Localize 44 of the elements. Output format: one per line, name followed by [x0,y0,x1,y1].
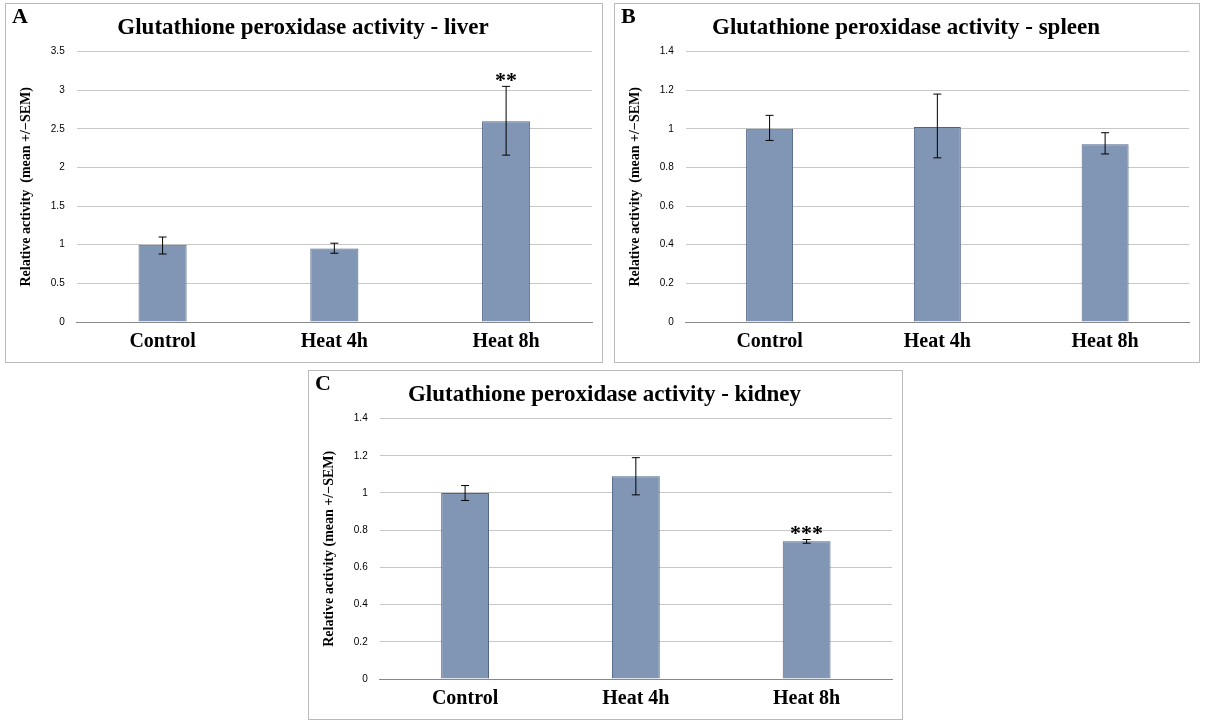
annotation: *** [790,520,824,546]
y-tick-label: 0 [362,672,369,684]
y-tick-label: 0.6 [353,561,369,573]
y-tick-label: 0.4 [659,238,675,250]
annotation: ** [495,67,518,93]
x-tick-label: Heat 8h [1071,329,1139,352]
chart-title: Glutathione peroxidase activity - spleen [711,13,1101,39]
y-tick-label: 1.2 [659,83,675,95]
x-tick-label: Heat 8h [472,329,540,352]
y-tick-label: 0.8 [353,523,369,535]
x-tick-label: Heat 4h [300,329,368,352]
x-tick-label: Heat 8h [773,686,841,709]
y-tick-label: 2 [59,161,66,173]
chart-title: Glutathione peroxidase activity - kidney [407,380,802,406]
y-tick-label: 0.6 [659,199,675,211]
y-tick-label: 1 [362,486,369,498]
y-tick-label: 0 [59,315,66,327]
x-tick-label: Control [736,329,804,352]
y-tick-label: 3.5 [50,45,66,57]
y-tick-label: 1 [668,122,675,134]
text: C [315,369,331,395]
y-axis-title: Relative activity (mean +/−SEM) [627,86,644,287]
y-tick-label: 0.2 [353,635,369,647]
text: A [12,2,28,28]
chart-title: Glutathione peroxidase activity - liver [117,13,489,39]
y-tick-label: 0 [668,315,675,327]
x-tick-label: Control [129,329,197,352]
y-tick-label: 1.2 [353,449,369,461]
y-tick-label: 1.4 [353,412,369,424]
text: B [621,2,636,28]
y-axis-title: Relative activity (mean +/−SEM) [18,86,35,287]
y-tick-label: 0.4 [353,598,369,610]
y-tick-label: 1 [59,238,66,250]
y-tick-label: 1.5 [50,199,66,211]
y-tick-label: 0.5 [50,277,66,289]
y-tick-label: 0.2 [659,277,675,289]
y-tick-label: 3 [59,83,66,95]
x-tick-label: Heat 4h [903,329,971,352]
y-tick-label: 2.5 [50,122,66,134]
x-tick-label: Heat 4h [602,686,670,709]
y-tick-label: 0.8 [659,161,675,173]
x-tick-label: Control [431,686,499,709]
y-axis-title: Relative activity (mean +/−SEM) [321,450,338,647]
y-tick-label: 1.4 [659,45,675,57]
